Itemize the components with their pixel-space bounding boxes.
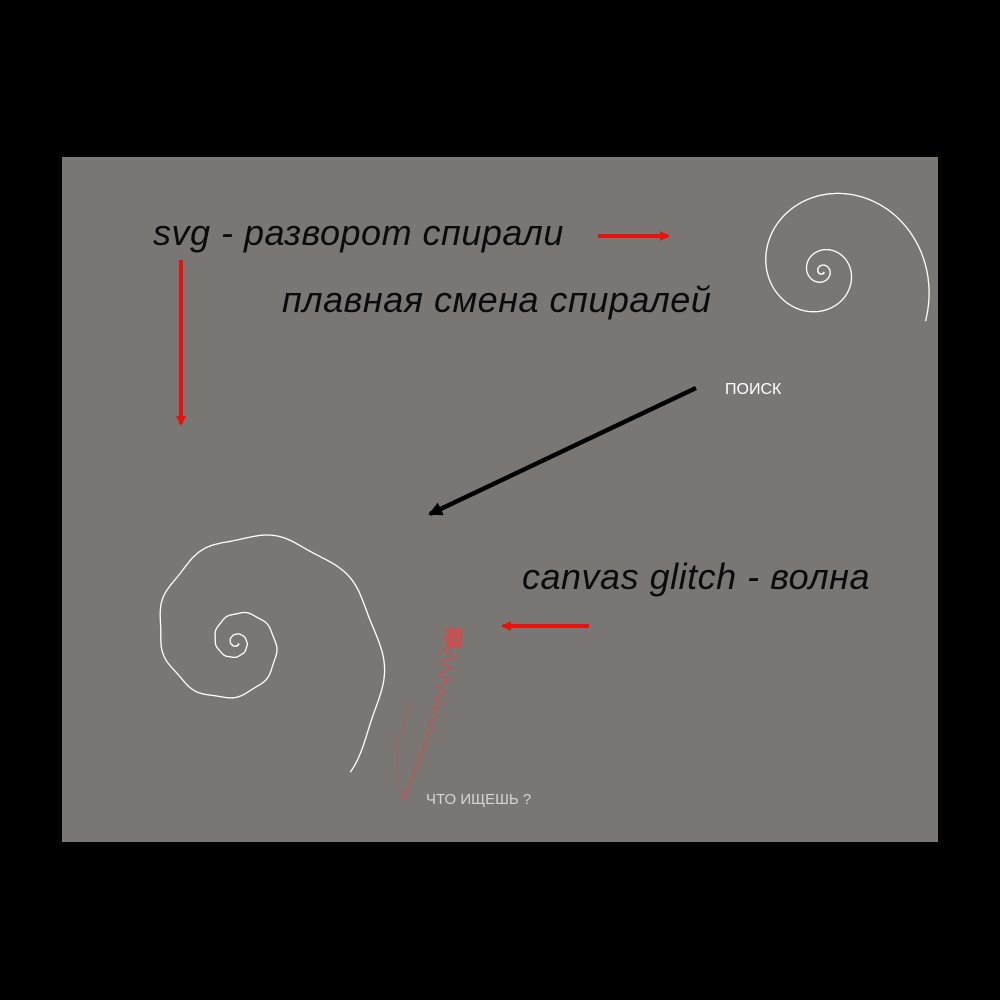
- canvas-annotation: canvas glitch - волна: [522, 556, 870, 597]
- small-spiral: [765, 192, 930, 322]
- arrow-diagonal-transition: [428, 385, 697, 517]
- glitch-tail: [397, 704, 413, 802]
- glitch-wave: [397, 628, 463, 802]
- smooth-change-annotation: плавная смена спиралей: [282, 279, 712, 320]
- glitch-coil: [402, 629, 463, 801]
- svg-annotation: svg - разворот спирали: [153, 212, 564, 253]
- large-spiral: [159, 534, 386, 773]
- demo-panel: [62, 157, 938, 842]
- search-button[interactable]: ПОИСК: [725, 381, 782, 398]
- glitch-block: [446, 628, 462, 648]
- search-prompt[interactable]: ЧТО ИЩЕШЬ ?: [426, 791, 532, 808]
